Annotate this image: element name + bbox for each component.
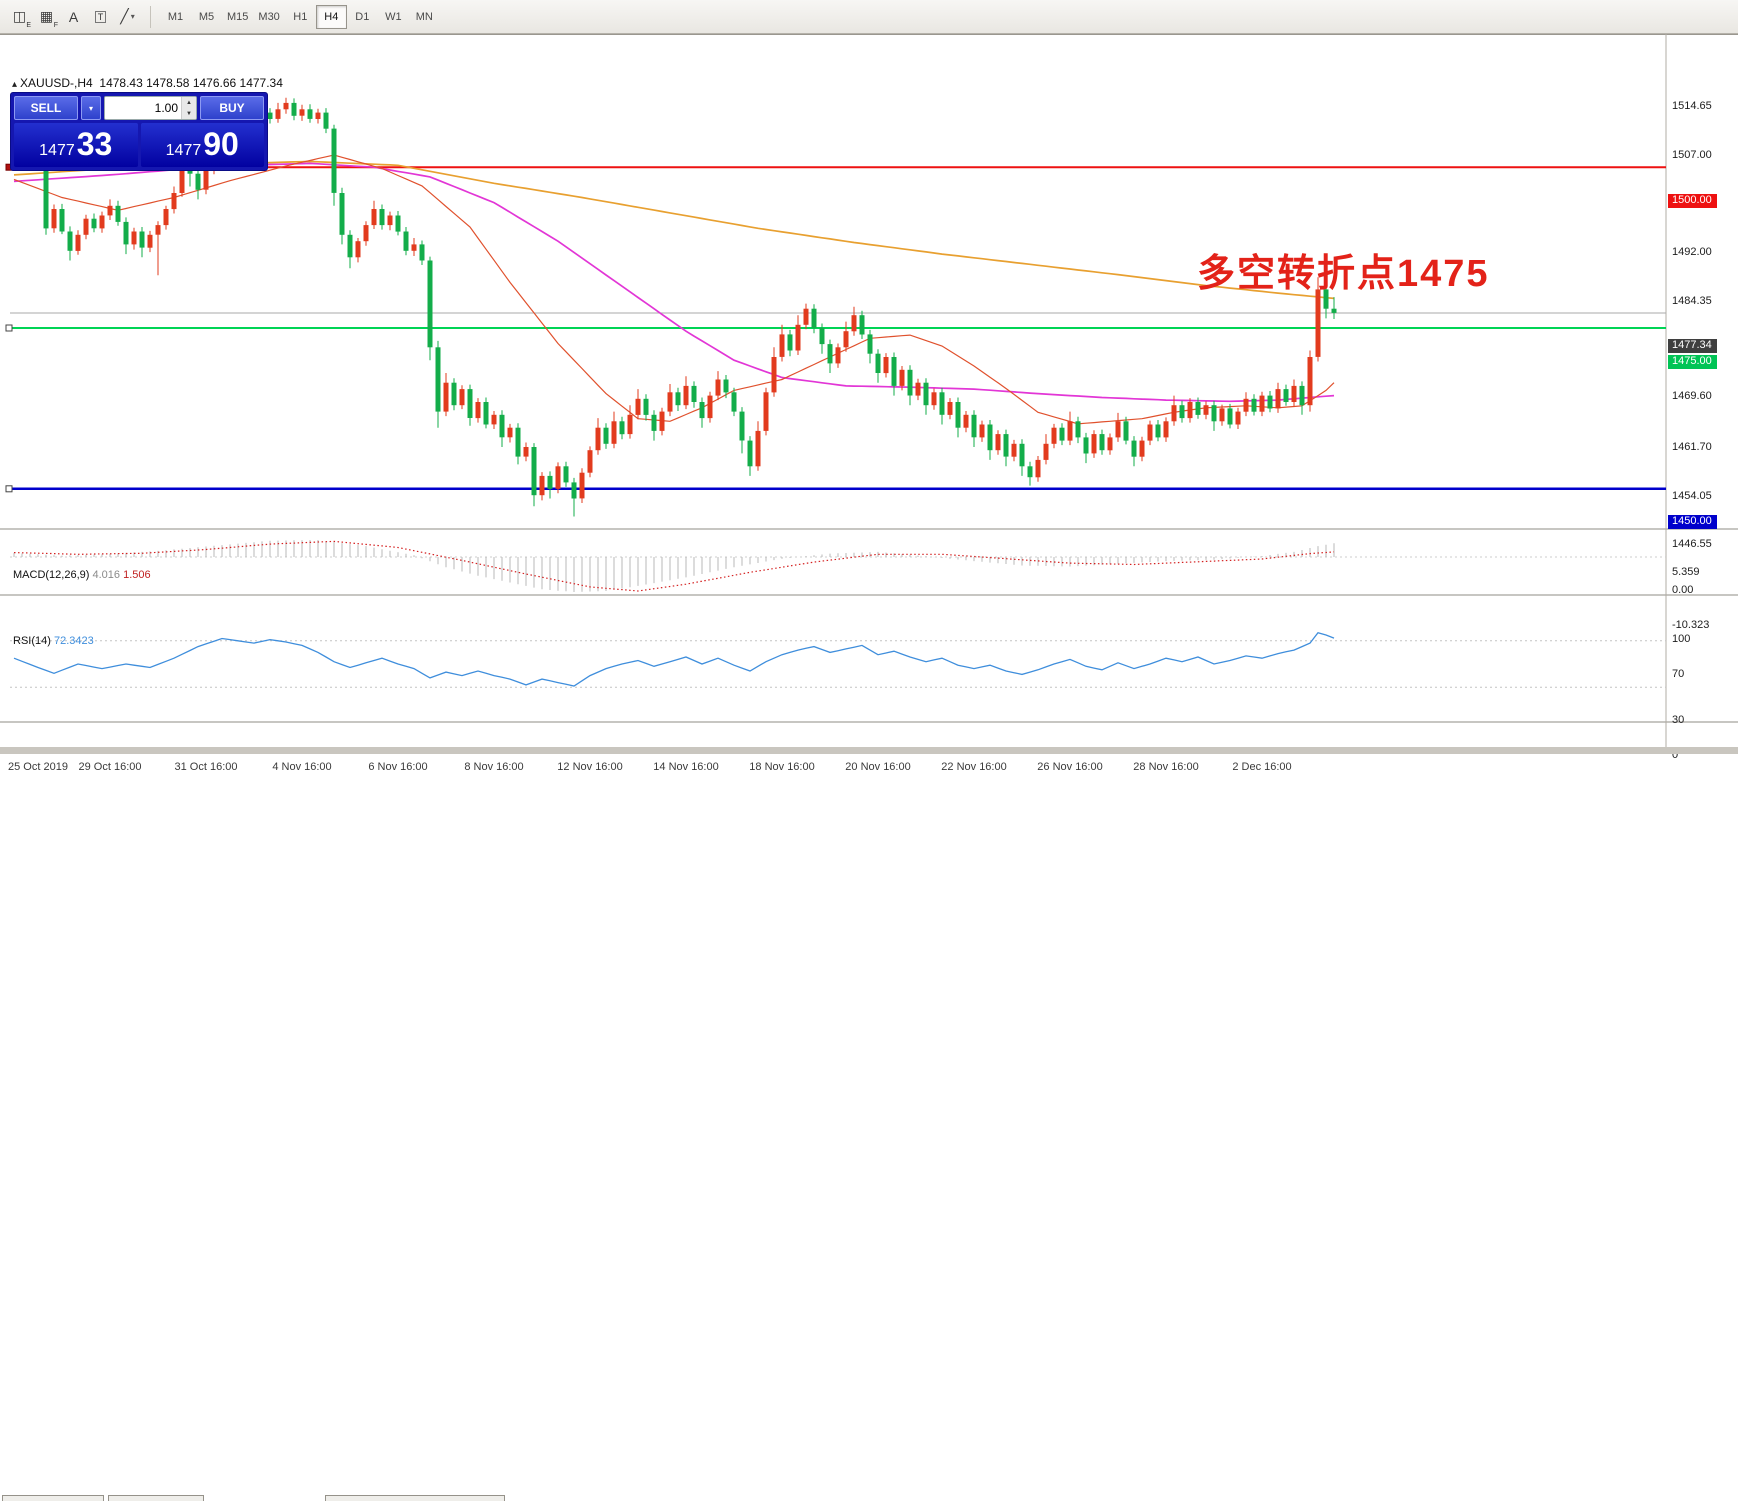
timeframe-m30[interactable]: M30: [253, 5, 284, 29]
window-tab[interactable]: [2, 1495, 104, 1501]
timeframe-h4[interactable]: H4: [315, 4, 347, 29]
price-axis-label: 1484.35: [1672, 294, 1712, 307]
macd-axis-label: 5.359: [1672, 565, 1700, 578]
rsi-axis-label: 30: [1672, 714, 1685, 727]
candlestick-chart-icon[interactable]: ◫ E: [6, 4, 33, 30]
timeframe-d1[interactable]: D1: [347, 5, 378, 29]
symbol-period-label: XAUUSD-,H4: [20, 76, 93, 90]
timeframe-mn[interactable]: MN: [409, 5, 440, 29]
time-axis-label: 6 Nov 16:00: [368, 761, 428, 773]
price-axis-label: 1492.00: [1672, 245, 1712, 258]
volume-spinner: ▲ ▼: [181, 97, 196, 119]
rsi-indicator-label: RSI(14) 72.3423: [13, 635, 94, 647]
timeframe-h1[interactable]: H1: [285, 5, 316, 29]
timeframe-m15[interactable]: M15: [222, 5, 253, 29]
timeframe-group: M1 M5 M15 M30 H1 H4 D1 W1 MN: [160, 4, 440, 29]
rsi-axis-label: 70: [1672, 667, 1685, 680]
time-axis-label: 12 Nov 16:00: [557, 761, 623, 773]
chart-annotation-text: 多空转折点1475: [1197, 253, 1490, 295]
time-axis-label: 31 Oct 16:00: [174, 761, 238, 773]
macd-signal-value: 1.506: [123, 569, 151, 581]
sell-price-pips: 33: [76, 126, 113, 162]
macd-axis-label: 0.00: [1672, 584, 1694, 596]
macd-main-value: 4.016: [92, 569, 121, 581]
sell-price-display[interactable]: 1477 33: [14, 123, 138, 167]
toolbar-separator: [150, 5, 151, 28]
time-axis-label: 20 Nov 16:00: [845, 761, 911, 773]
price-tag-1450.00: 1450.00: [1668, 515, 1717, 530]
price-axis-label: 1507.00: [1672, 149, 1712, 162]
toolbar: ◫ E ▦ F A T ╱ ▾ M1 M5 M15 M30 H1 H4 D1 W1 MN: [0, 0, 1738, 34]
time-axis-label: 28 Nov 16:00: [1133, 761, 1199, 773]
price-tag-1500.00: 1500.00: [1668, 193, 1717, 208]
timeframe-m1[interactable]: M1: [160, 5, 191, 29]
one-click-trading-panel: SELL ▾ ▲ ▼ BUY 1477 33 1477 90: [10, 92, 268, 171]
price-axis-label: 1454.05: [1672, 489, 1712, 502]
sell-price-main: 1477: [39, 142, 75, 159]
volume-input[interactable]: [105, 97, 181, 119]
buy-price-display[interactable]: 1477 90: [140, 123, 264, 167]
chart-window[interactable]: ▴ XAUUSD-,H4 1478.43 1478.58 1476.66 1477…: [0, 34, 1738, 773]
volume-increase-button[interactable]: ▲: [182, 97, 196, 108]
buy-price-pips: 90: [203, 126, 239, 162]
time-axis-label: 26 Nov 16:00: [1037, 761, 1103, 773]
time-axis-label: 14 Nov 16:00: [653, 761, 719, 773]
time-axis-label: 4 Nov 16:00: [272, 761, 332, 773]
price-tag-1477.34: 1477.34: [1668, 339, 1717, 354]
volume-decrease-button[interactable]: ▼: [182, 108, 196, 119]
rsi-axis-label: 100: [1672, 633, 1691, 645]
time-axis-label: 25 Oct 2019: [8, 761, 68, 773]
toolbar-icon-group: ◫ E ▦ F A T ╱ ▾: [6, 4, 141, 30]
chart-title: ▴ XAUUSD-,H4 1478.43 1478.58 1476.66 1477…: [12, 76, 283, 90]
volume-dropdown-button[interactable]: ▾: [81, 96, 101, 120]
time-axis-label: 2 Dec 16:00: [1232, 761, 1292, 773]
time-axis-label: 29 Oct 16:00: [78, 761, 142, 773]
time-axis-label: 8 Nov 16:00: [464, 761, 524, 773]
collapse-arrow-icon[interactable]: ▴: [12, 79, 18, 90]
chevron-down-icon: ▾: [88, 103, 93, 113]
sell-button[interactable]: SELL: [14, 96, 78, 120]
price-axis-label: 1446.55: [1672, 538, 1712, 550]
timeframe-m5[interactable]: M5: [191, 5, 222, 29]
grid-indicator-icon-glyph: ▦: [39, 8, 54, 24]
text-box-icon-glyph: T: [94, 10, 107, 23]
buy-button[interactable]: BUY: [200, 96, 264, 120]
macd-axis-label: -10.323: [1672, 619, 1710, 632]
rsi-value: 72.3423: [53, 635, 94, 647]
time-axis-label: 18 Nov 16:00: [749, 761, 815, 773]
macd-indicator-label: MACD(12,26,9) 4.016 1.506: [13, 569, 151, 581]
grid-indicator-icon[interactable]: ▦ F: [33, 4, 60, 30]
timeframe-w1[interactable]: W1: [378, 5, 409, 29]
price-chart-canvas[interactable]: [0, 34, 1738, 754]
window-tab[interactable]: [108, 1495, 204, 1501]
price-axis-label: 1514.65: [1672, 100, 1712, 112]
price-tag-1475.00: 1475.00: [1668, 354, 1717, 369]
buy-price-main: 1477: [165, 142, 202, 159]
drawing-tools-icon[interactable]: ╱ ▾: [114, 4, 141, 30]
window-tab[interactable]: [325, 1495, 505, 1501]
text-box-icon[interactable]: T: [87, 4, 114, 30]
candlestick-chart-icon-glyph: ◫: [12, 8, 27, 24]
drawing-tools-icon-glyph: ╱: [120, 8, 129, 24]
bottom-tab-strip: [0, 747, 1738, 1501]
price-axis-label: 1469.60: [1672, 389, 1712, 402]
text-annotation-icon-glyph: A: [68, 8, 79, 25]
price-axis-label: 1461.70: [1672, 440, 1712, 453]
time-axis-label: 22 Nov 16:00: [941, 761, 1007, 773]
ohlc-values: 1478.43 1478.58 1476.66 1477.34: [99, 76, 283, 90]
volume-field: ▲ ▼: [104, 96, 197, 120]
text-annotation-icon[interactable]: A: [60, 4, 87, 30]
